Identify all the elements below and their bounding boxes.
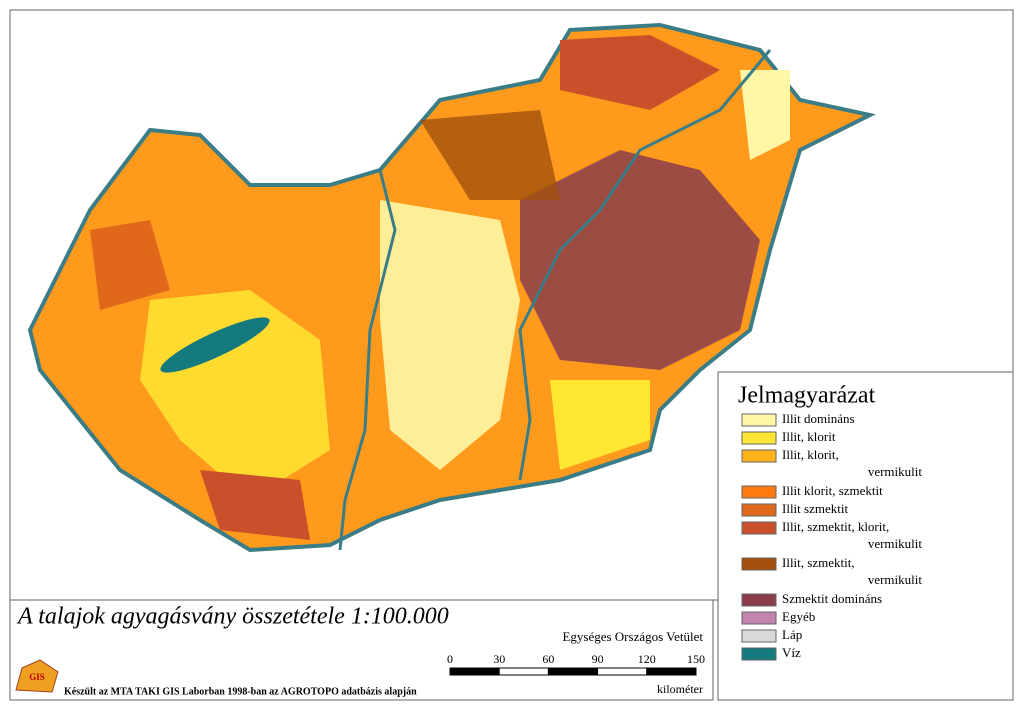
legend-label: Illit domináns xyxy=(782,411,855,426)
scale-segment xyxy=(646,667,697,676)
legend-swatch xyxy=(741,485,777,499)
legend-box xyxy=(717,371,1014,701)
legend-label: Illit, klorit, xyxy=(782,447,839,462)
legend-swatch xyxy=(741,611,777,625)
legend-swatch xyxy=(741,413,777,427)
legend-swatch xyxy=(741,431,777,445)
legend-label: Egyéb xyxy=(782,609,815,624)
scale-segment xyxy=(547,667,599,676)
legend-label: vermikulit xyxy=(868,572,923,587)
legend-swatch xyxy=(741,449,777,463)
legend-swatch xyxy=(741,503,777,517)
scale-segment xyxy=(597,667,648,676)
scale-segment xyxy=(498,667,549,676)
scale-segment xyxy=(449,667,500,676)
credit: Készült az MTA TAKI GIS Laborban 1998-ba… xyxy=(64,686,417,697)
scale-label: 90 xyxy=(592,652,604,666)
scale-label: 150 xyxy=(687,652,705,666)
scale-label: 30 xyxy=(493,652,505,666)
title-box xyxy=(9,599,714,701)
legend-label: Illit, klorit xyxy=(782,429,836,444)
legend-title: Jelmagyarázat xyxy=(738,383,876,409)
legend-label: Illit, szmektit, klorit, xyxy=(782,519,889,534)
legend-label: Láp xyxy=(782,627,802,642)
country-map xyxy=(27,22,876,553)
legend-swatch xyxy=(741,521,777,535)
scale-label: 60 xyxy=(542,652,554,666)
logo-text: GIS xyxy=(29,672,45,682)
legend-label: Illit szmektit xyxy=(782,501,848,516)
legend-swatch xyxy=(741,629,777,643)
legend-swatch xyxy=(741,557,777,571)
legend-label: vermikulit xyxy=(868,464,923,479)
scale-label: 120 xyxy=(638,652,656,666)
legend-swatch xyxy=(741,593,777,607)
scale-unit: kilométer xyxy=(657,682,703,696)
legend-label: Szmektit domináns xyxy=(782,591,882,606)
legend-label: Illit klorit, szmektit xyxy=(782,483,883,498)
logo: GIS xyxy=(15,659,59,693)
map-title: A talajok agyagásvány összetétele 1:100.… xyxy=(16,604,449,630)
legend-label: Illit, szmektit, xyxy=(782,555,855,570)
scale-label: 0 xyxy=(447,652,453,666)
legend-label: vermikulit xyxy=(868,536,923,551)
legend-swatch xyxy=(741,647,777,661)
legend-label: Víz xyxy=(782,645,801,660)
projection: Egységes Országos Vetület xyxy=(562,629,703,644)
